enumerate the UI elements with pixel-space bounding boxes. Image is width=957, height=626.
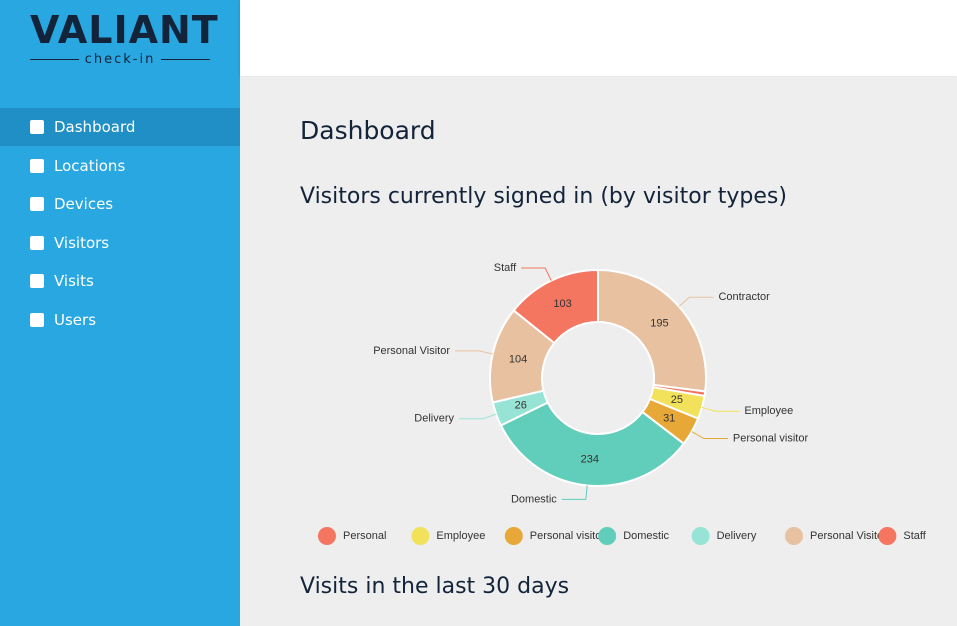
legend-swatch [411, 527, 430, 545]
legend-label[interactable]: Domestic [623, 530, 669, 542]
nav-label: Locations [54, 156, 126, 175]
legend-label[interactable]: Employee [436, 530, 485, 542]
slice-value: 103 [553, 298, 571, 310]
leader-line [701, 406, 740, 412]
section-title: Visitors currently signed in (by visitor… [300, 184, 787, 209]
slice-value: 234 [581, 453, 599, 465]
legend-swatch [691, 527, 710, 545]
slice-label: Delivery [414, 413, 454, 425]
nav-icon [30, 158, 44, 173]
logo-subtitle: check-in [84, 52, 156, 67]
slice-label: Employee [744, 405, 793, 417]
slice-label: Staff [494, 262, 517, 274]
section-title: Visits in the last 30 days [300, 574, 569, 599]
slice-value: 104 [509, 354, 527, 366]
slice-label: Personal Visitor [373, 345, 450, 357]
logo-subtitle-row: check-in [30, 52, 211, 67]
legend-swatch [598, 527, 617, 545]
nav-label: Visitors [54, 233, 110, 252]
legend-label[interactable]: Delivery [717, 530, 757, 542]
leader-line [678, 296, 714, 307]
logo[interactable]: VALIANT check-in [30, 8, 219, 67]
nav-item[interactable]: Locations [0, 147, 240, 185]
legend-label[interactable]: Personal [343, 530, 386, 542]
nav-icon [30, 197, 44, 211]
nav-label: Dashboard [54, 118, 136, 136]
leader-line [691, 431, 728, 440]
logo-text: VALIANT [30, 8, 219, 52]
leader-line [459, 413, 497, 420]
donut-slice[interactable] [499, 401, 686, 487]
nav-label: Devices [54, 195, 114, 213]
donut-slice[interactable] [597, 268, 707, 393]
slice-label: Domestic [511, 493, 557, 505]
sidebar: VALIANT check-in Dashboard Locations Devic… [0, 0, 240, 626]
nav-icon [30, 120, 44, 134]
legend-label[interactable]: Personal visitor [530, 530, 606, 542]
content: Dashboard Visitors currently signed in (… [300, 116, 927, 599]
slice-label: Contractor [718, 291, 770, 303]
leader-line [561, 485, 588, 500]
slice-value: 26 [515, 399, 527, 411]
top-bar [240, 0, 957, 76]
page-title: Dashboard [300, 116, 436, 145]
nav-item[interactable]: Visits [0, 262, 240, 300]
nav-label: Users [54, 310, 97, 329]
nav-item[interactable]: Users [0, 301, 240, 339]
slice-value: 25 [671, 394, 683, 406]
nav-item[interactable]: Visitors [0, 224, 240, 262]
legend-swatch [878, 527, 897, 545]
nav-item[interactable]: Dashboard [0, 108, 240, 146]
leader-line [521, 267, 552, 281]
slice-value: 31 [663, 413, 675, 425]
nav-icon [30, 235, 44, 250]
nav-icon [30, 274, 44, 288]
legend-swatch [785, 527, 803, 545]
nav-icon [30, 312, 44, 327]
slice-value: 195 [650, 318, 668, 330]
legend-label[interactable]: Staff [903, 530, 926, 542]
nav-item[interactable]: Devices [0, 185, 240, 223]
legend-label[interactable]: Personal Visitor [810, 530, 887, 542]
slice-label: Personal visitor [733, 432, 809, 444]
leader-line [455, 350, 493, 355]
legend-swatch [318, 527, 336, 545]
nav-label: Visits [54, 272, 94, 290]
legend-swatch [504, 527, 523, 545]
